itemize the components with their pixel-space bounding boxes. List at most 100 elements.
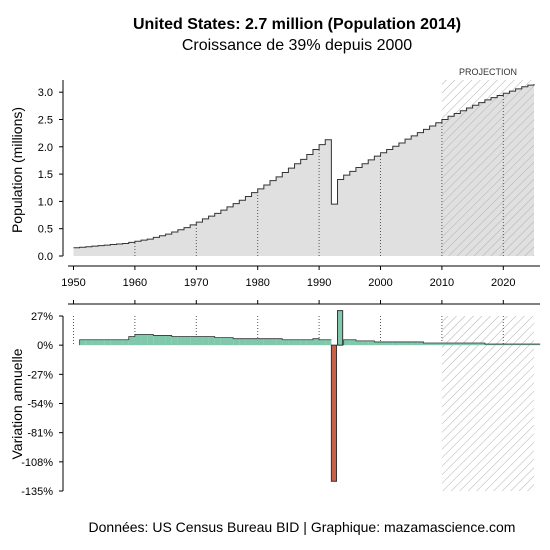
growth-bar: [435, 343, 442, 346]
growth-bar: [190, 336, 197, 346]
growth-bar: [441, 343, 449, 346]
projection-hatch-top: [441, 80, 534, 256]
y-axis-title-top: Population (millions): [9, 107, 25, 233]
growth-bar: [276, 338, 283, 346]
y-tick-label-top: 1.0: [38, 196, 53, 208]
decline-bar: [330, 344, 338, 482]
population-panel: PROJECTION 0.0 0.5 1.0 1.5 2.0 2.5 3.0 1950 1960 1…: [9, 67, 540, 289]
growth-bar: [503, 344, 510, 346]
growth-bar: [282, 339, 289, 346]
growth-bar: [214, 337, 221, 346]
growth-bar: [147, 334, 154, 346]
growth-bar: [98, 339, 105, 346]
y-tick-label-bottom: 0%: [37, 340, 53, 352]
growth-bar: [239, 338, 246, 346]
growth-bar: [116, 339, 123, 346]
growth-bar: [374, 341, 381, 346]
growth-bar: [300, 339, 307, 346]
chart-title: United States: 2.7 million (Population 2…: [133, 16, 461, 33]
growth-bar: [515, 344, 522, 346]
growth-bar: [263, 338, 270, 346]
growth-bar: [454, 343, 461, 346]
population-line: [73, 84, 535, 249]
growth-bar: [386, 341, 393, 346]
y-tick-label-bottom: -54%: [27, 399, 53, 411]
growth-bar: [312, 338, 320, 346]
projection-hatch-bottom: [441, 316, 534, 491]
chart-caption: Données: US Census Bureau BID | Graphiqu…: [89, 519, 516, 535]
growth-bar: [521, 344, 528, 346]
growth-bar: [527, 344, 534, 346]
growth-bar: [122, 339, 129, 346]
growth-bar: [343, 339, 350, 346]
growth-bar: [509, 344, 516, 346]
growth-bar: [269, 338, 277, 346]
growth-bar: [368, 340, 375, 346]
growth-bar: [79, 339, 86, 346]
growth-bar: [91, 339, 99, 346]
growth-bar: [306, 339, 313, 346]
growth-bar: [85, 339, 92, 346]
growth-bar: [429, 343, 436, 346]
growth-bar: [392, 341, 399, 346]
growth-bar: [478, 343, 485, 346]
y-tick-label-bottom: -27%: [27, 369, 53, 381]
x-tick-label: 1960: [123, 277, 147, 289]
y-tick-label-top: 1.5: [38, 169, 53, 181]
y-tick-label-bottom: -108%: [21, 457, 53, 469]
growth-bar: [411, 341, 418, 346]
growth-bar: [460, 343, 467, 346]
growth-bar: [448, 343, 455, 346]
growth-bar: [159, 335, 166, 346]
y-axis-title-bottom: Variation annuelle: [9, 348, 25, 459]
growth-bar: [497, 344, 504, 346]
y-tick-label-top: 2.5: [38, 114, 53, 126]
growth-bar: [362, 340, 369, 346]
growth-bar: [288, 339, 295, 346]
growth-bar: [227, 337, 234, 346]
growth-bar: [196, 336, 203, 346]
growth-bar: [220, 337, 227, 346]
growth-bar: [355, 340, 363, 346]
y-tick-label-bottom: -135%: [21, 486, 53, 498]
growth-bar: [202, 336, 209, 346]
growth-bar: [294, 339, 301, 346]
growth-bar: [184, 336, 191, 346]
growth-bar: [245, 338, 252, 346]
growth-bar: [257, 338, 264, 346]
growth-bar: [141, 334, 148, 346]
x-tick-label: 1990: [307, 277, 331, 289]
growth-bar: [337, 310, 344, 346]
growth-bar: [104, 339, 111, 346]
annual-change-panel: 27% 0% -27% -54% -81% -108% -135% Variation ann…: [9, 300, 541, 498]
growth-bar: [128, 336, 135, 346]
growth-bar: [484, 344, 492, 346]
projection-label: PROJECTION: [459, 67, 517, 77]
growth-bar: [534, 344, 541, 346]
x-tick-label: 2010: [430, 277, 454, 289]
growth-bar: [110, 339, 117, 346]
growth-bar: [349, 339, 356, 346]
growth-bar: [472, 343, 479, 346]
growth-bar: [177, 336, 185, 346]
growth-bar: [319, 339, 326, 346]
y-tick-label-top: 2.0: [38, 142, 53, 154]
y-tick-label-bottom: -81%: [27, 428, 53, 440]
population-area: [73, 84, 534, 256]
growth-bar: [405, 341, 412, 346]
x-tick-label: 1950: [61, 277, 85, 289]
y-tick-label-top: 3.0: [38, 87, 53, 99]
growth-bar: [134, 334, 142, 346]
x-tick-label: 1980: [245, 277, 269, 289]
growth-bar: [380, 341, 387, 346]
chart-subtitle: Croissance de 39% depuis 2000: [182, 37, 412, 54]
y-tick-label-top: 0.0: [38, 251, 53, 263]
growth-bar: [398, 341, 406, 346]
y-tick-label-bottom: 27%: [31, 311, 53, 323]
growth-bar: [417, 341, 424, 346]
growth-bar: [251, 338, 258, 346]
growth-outline: [79, 333, 541, 346]
growth-bar: [466, 343, 473, 346]
